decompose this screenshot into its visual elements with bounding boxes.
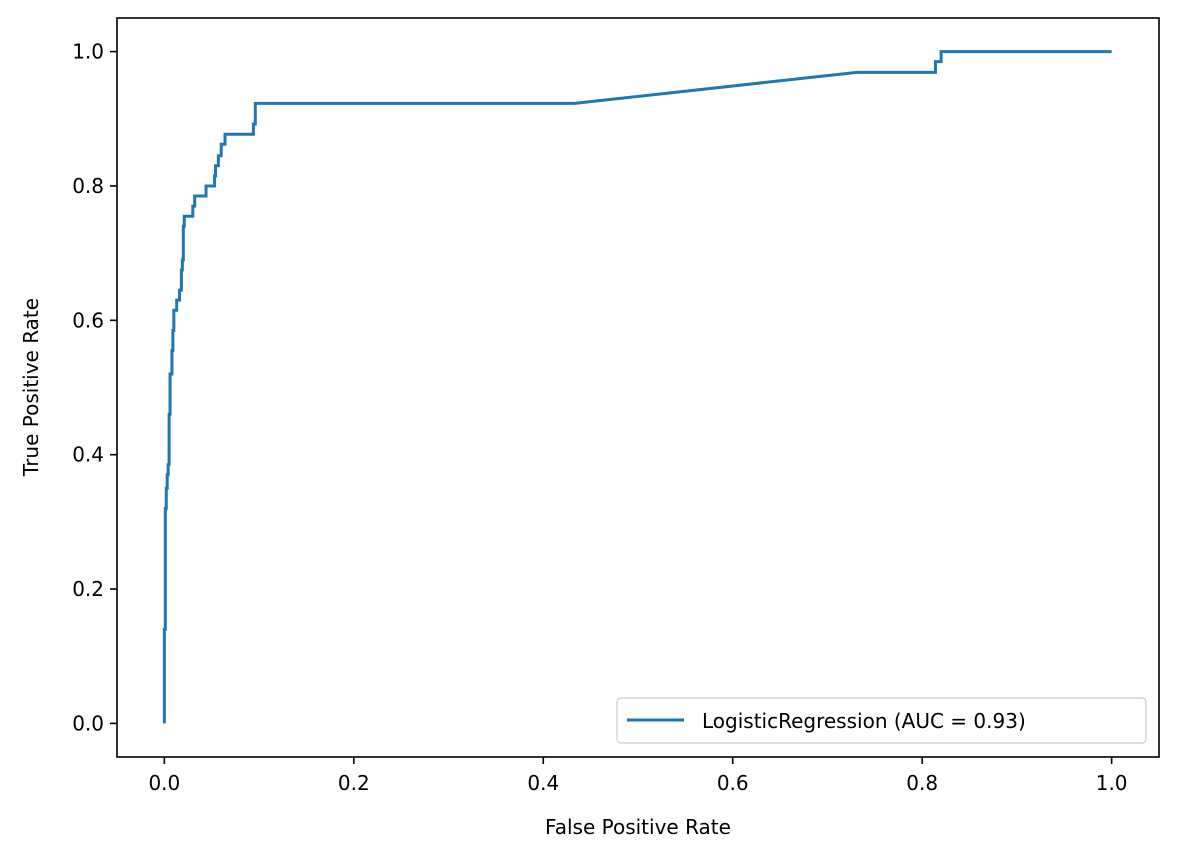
axes-layer: 0.0 0.2 0.4 0.6 0.8 1.0 0.0 0.2 0.4 0.6 0.8 1.0 [72,17,1160,795]
x-axis-label: False Positive Rate [545,815,731,839]
legend: LogisticRegression (AUC = 0.93) [616,697,1147,744]
y-tick-label: 0.0 [72,711,104,735]
x-tick-label: 0.0 [148,771,180,795]
x-tick-label: 0.6 [717,771,749,795]
legend-box [616,697,1147,744]
roc-curve-line [162,50,1112,724]
x-tick-label: 0.4 [527,771,559,795]
plot-area [162,50,1112,724]
plot-frame [116,17,1160,758]
x-tick-label: 1.0 [1096,771,1128,795]
y-tick-label: 1.0 [72,40,104,64]
y-tick-label: 0.6 [72,308,104,332]
y-tick-label: 0.4 [72,443,104,467]
y-tick-label: 0.8 [72,174,104,198]
x-tick-label: 0.2 [338,771,370,795]
x-tick-label: 0.8 [906,771,938,795]
y-axis-label: True Positive Rate [19,298,43,477]
legend-entry-label: LogisticRegression (AUC = 0.93) [702,709,1026,733]
y-tick-label: 0.2 [72,577,104,601]
